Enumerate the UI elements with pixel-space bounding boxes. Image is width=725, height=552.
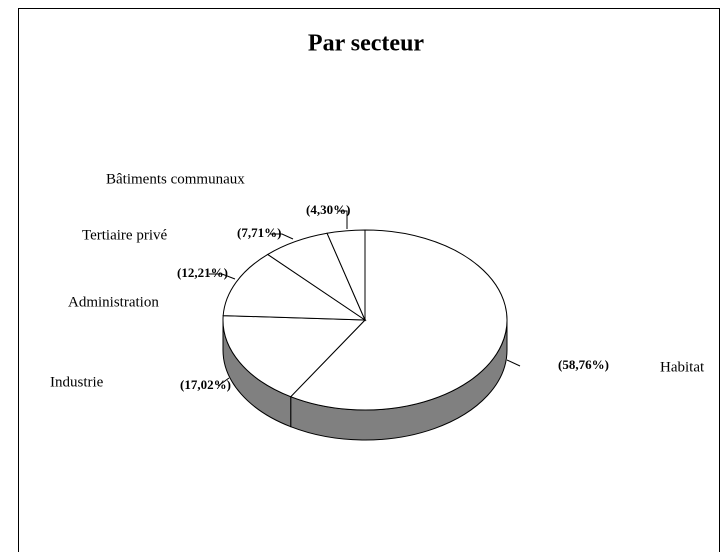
leader-line — [506, 359, 521, 367]
slice-label: Administration — [68, 294, 159, 310]
leader-line — [337, 210, 348, 229]
value-label: (58,76%) — [558, 357, 609, 372]
chart-title: Par secteur — [308, 31, 425, 57]
pie-slice — [289, 229, 508, 411]
value-label: (4,30%) — [306, 202, 350, 217]
value-label: (12,21%) — [177, 265, 228, 280]
pie-slice — [326, 229, 366, 321]
leader-line — [217, 377, 230, 387]
slice-label: Industrie — [50, 374, 104, 390]
slice-label: Bâtiments communaux — [106, 171, 245, 187]
slice-label: Tertiaire privé — [82, 227, 167, 243]
leader-line — [270, 233, 294, 240]
value-label: (7,71%) — [237, 225, 281, 240]
leader-line — [209, 273, 236, 280]
value-label: (17,02%) — [180, 377, 231, 392]
pie-slice — [222, 315, 367, 398]
slice-label: Habitat — [660, 359, 705, 375]
pie-slice — [222, 253, 367, 321]
